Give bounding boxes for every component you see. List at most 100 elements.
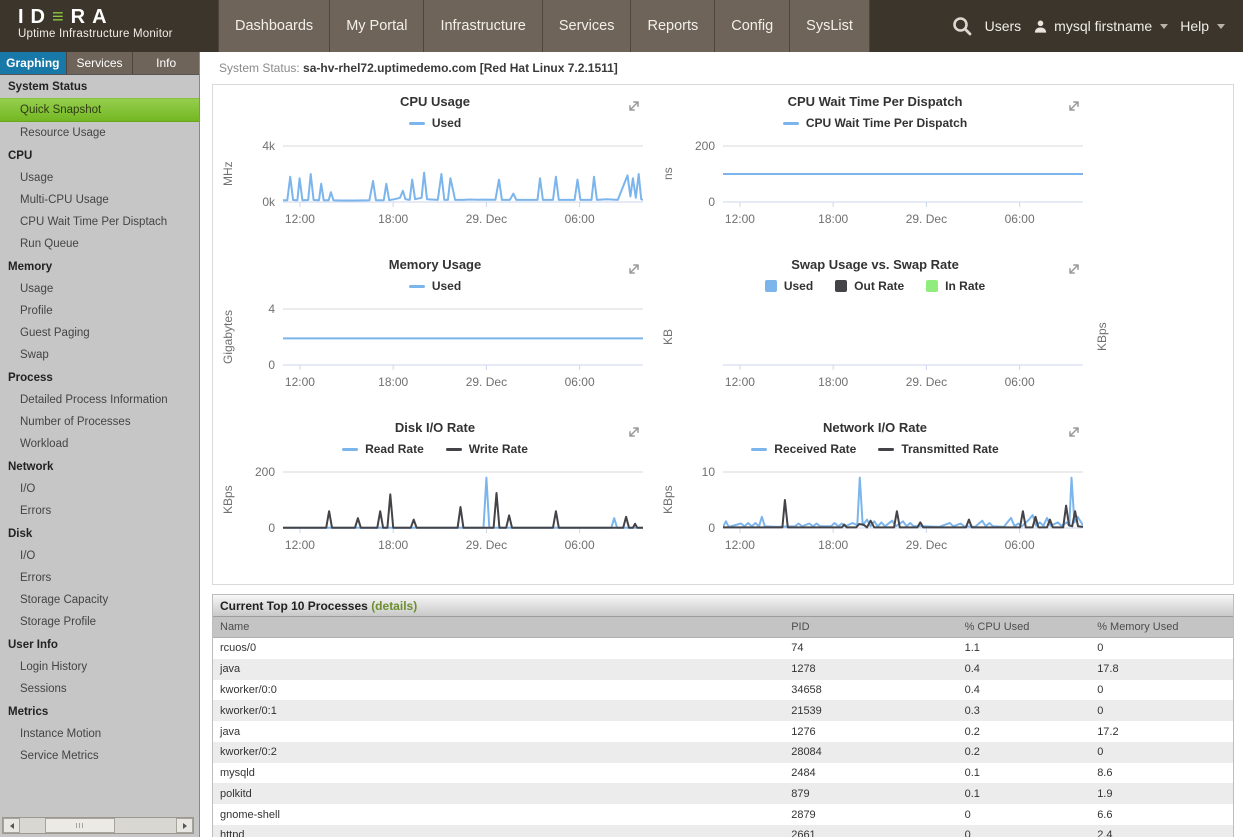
tab-graphing[interactable]: Graphing (0, 52, 67, 74)
table-cell: 0 (1090, 742, 1233, 763)
top-processes-table: NamePID% CPU Used% Memory Used rcuos/074… (213, 617, 1233, 837)
expand-icon[interactable] (1067, 262, 1081, 281)
details-link[interactable]: (details) (371, 599, 417, 613)
horizontal-scrollbar[interactable] (2, 817, 194, 834)
sidebar-item-instance-motion[interactable]: Instance Motion (0, 723, 199, 745)
legend-item-transmitted-rate[interactable]: Transmitted Rate (878, 442, 998, 456)
sidebar-item-storage-profile[interactable]: Storage Profile (0, 611, 199, 633)
sidebar-item-usage[interactable]: Usage (0, 167, 199, 189)
sidebar-nav: System StatusQuick SnapshotResource Usag… (0, 75, 199, 767)
nav-item-syslist[interactable]: SysList (790, 0, 870, 52)
y-axis-right-unit-label: KBps (1095, 299, 1109, 375)
expand-icon[interactable] (627, 99, 641, 118)
user-menu[interactable]: mysql firstname (1033, 18, 1168, 34)
sidebar-item-guest-paging[interactable]: Guest Paging (0, 322, 199, 344)
table-row: gnome-shell287906.6 (213, 804, 1233, 825)
y-tick-label: 0 (235, 522, 275, 535)
users-link[interactable]: Users (985, 18, 1022, 34)
charts-grid: CPU UsageUsedMHz4k0k12:0018:0029. Dec06:… (215, 89, 1233, 578)
legend-marker-icon (878, 448, 894, 451)
sidebar-item-resource-usage[interactable]: Resource Usage (0, 122, 199, 144)
sidebar-item-errors[interactable]: Errors (0, 500, 199, 522)
legend-item-in-rate[interactable]: In Rate (926, 279, 985, 293)
idera-e-glyph: ≡ (52, 6, 71, 28)
x-tick-label: 18:00 (818, 375, 848, 389)
sidebar-item-usage[interactable]: Usage (0, 278, 199, 300)
chart-legend: Used (215, 112, 655, 134)
top-processes-panel: Current Top 10 Processes (details) NameP… (212, 594, 1234, 837)
chart-title: Memory Usage (215, 257, 655, 275)
legend-item-received-rate[interactable]: Received Rate (751, 442, 856, 456)
nav-item-services[interactable]: Services (543, 0, 632, 52)
nav-item-config[interactable]: Config (715, 0, 790, 52)
nav-item-infrastructure[interactable]: Infrastructure (424, 0, 542, 52)
scroll-right-button[interactable] (176, 818, 193, 833)
chart-title: CPU Usage (215, 94, 655, 112)
expand-icon[interactable] (627, 425, 641, 444)
table-header-row: NamePID% CPU Used% Memory Used (213, 617, 1233, 638)
sidebar-item-number-of-processes[interactable]: Number of Processes (0, 411, 199, 433)
sidebar-item-cpu-wait-time-per-disptach[interactable]: CPU Wait Time Per Disptach (0, 211, 199, 233)
chevron-down-icon (1217, 24, 1225, 29)
expand-icon[interactable] (1067, 425, 1081, 444)
sidebar-item-swap[interactable]: Swap (0, 344, 199, 366)
sidebar-item-storage-capacity[interactable]: Storage Capacity (0, 589, 199, 611)
y-tick-label: 4 (235, 303, 275, 316)
nav-item-dashboards[interactable]: Dashboards (218, 0, 330, 52)
legend-item-used[interactable]: Used (409, 116, 461, 130)
legend-marker-icon (409, 122, 425, 125)
expand-icon[interactable] (627, 262, 641, 281)
table-row: polkitd8790.11.9 (213, 783, 1233, 804)
legend-label: Transmitted Rate (901, 442, 998, 456)
x-tick-label: 06:00 (1005, 375, 1035, 389)
sidebar-item-detailed-process-information[interactable]: Detailed Process Information (0, 389, 199, 411)
sidebar-item-login-history[interactable]: Login History (0, 656, 199, 678)
x-tick-label: 18:00 (378, 212, 408, 226)
legend-item-used[interactable]: Used (765, 279, 813, 293)
search-icon[interactable] (951, 15, 973, 37)
legend-marker-icon (783, 122, 799, 125)
table-cell: 28084 (784, 742, 957, 763)
table-cell: 2661 (784, 825, 957, 837)
tab-info[interactable]: Info (133, 52, 199, 74)
scrollbar-grip-icon (76, 823, 84, 828)
sidebar-item-errors[interactable]: Errors (0, 567, 199, 589)
y-tick-label: 200 (675, 140, 715, 153)
table-cell: httpd (213, 825, 784, 837)
legend-item-used[interactable]: Used (409, 279, 461, 293)
chart-swap-usage-vs-swap-rate: Swap Usage vs. Swap RateUsedOut RateIn R… (655, 252, 1095, 415)
legend-item-out-rate[interactable]: Out Rate (835, 279, 904, 293)
chart-legend: Used (215, 275, 655, 297)
x-axis-labels: 12:0018:0029. Dec06:00 (723, 538, 1083, 555)
sidebar-item-multi-cpu-usage[interactable]: Multi-CPU Usage (0, 189, 199, 211)
sidebar-item-workload[interactable]: Workload (0, 433, 199, 455)
sidebar-item-profile[interactable]: Profile (0, 300, 199, 322)
system-status-label: System Status: (219, 61, 300, 75)
column-header-name: Name (213, 617, 784, 638)
x-tick-label: 12:00 (725, 375, 755, 389)
sidebar-item-quick-snapshot[interactable]: Quick Snapshot (0, 98, 199, 122)
tab-services[interactable]: Services (67, 52, 134, 74)
expand-icon[interactable] (1067, 99, 1081, 118)
chart-legend: Read Rate Write Rate (215, 438, 655, 460)
scrollbar-thumb[interactable] (45, 818, 115, 833)
sidebar: GraphingServicesInfo System StatusQuick … (0, 52, 200, 837)
sidebar-item-run-queue[interactable]: Run Queue (0, 233, 199, 255)
sidebar-item-service-metrics[interactable]: Service Metrics (0, 745, 199, 767)
legend-item-read-rate[interactable]: Read Rate (342, 442, 424, 456)
sidebar-item-sessions[interactable]: Sessions (0, 678, 199, 700)
x-tick-label: 18:00 (378, 375, 408, 389)
legend-item-write-rate[interactable]: Write Rate (446, 442, 528, 456)
nav-item-my-portal[interactable]: My Portal (330, 0, 424, 52)
x-tick-label: 29. Dec (906, 538, 947, 552)
scroll-left-button[interactable] (3, 818, 20, 833)
scrollbar-track[interactable] (20, 818, 176, 833)
legend-item-cpu-wait-time-per-dispatch[interactable]: CPU Wait Time Per Dispatch (783, 116, 967, 130)
nav-item-reports[interactable]: Reports (631, 0, 715, 52)
y-tick-label: 200 (235, 466, 275, 479)
y-axis-unit-label: ns (661, 136, 675, 212)
sidebar-item-i-o[interactable]: I/O (0, 545, 199, 567)
sidebar-item-i-o[interactable]: I/O (0, 478, 199, 500)
x-tick-label: 12:00 (285, 212, 315, 226)
help-menu[interactable]: Help (1180, 18, 1225, 34)
